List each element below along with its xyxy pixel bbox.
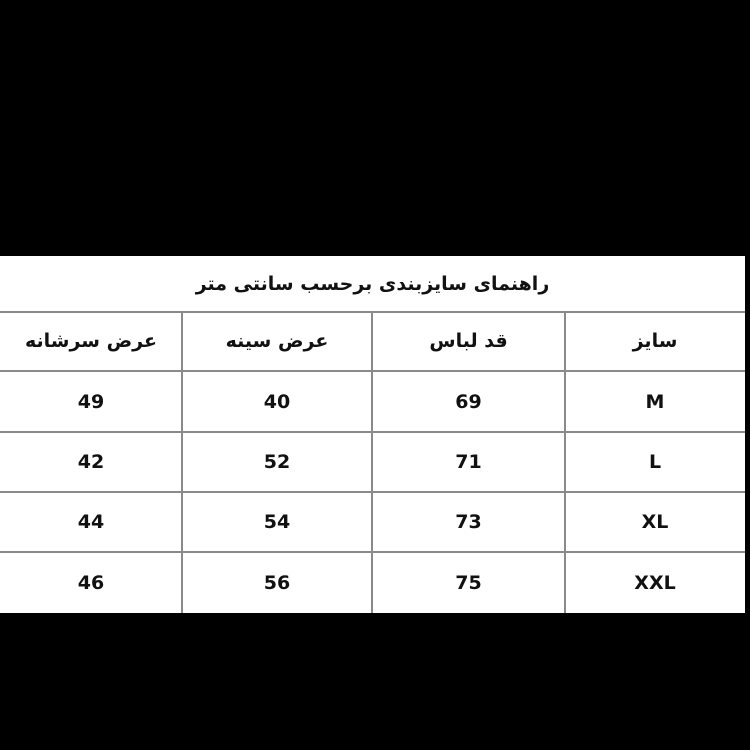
size-cell: XL [641, 511, 669, 533]
divider [564, 312, 566, 613]
measurement-cell: 71 [455, 451, 482, 473]
size-cell: XXL [634, 572, 676, 594]
measurement-cell: 42 [77, 451, 105, 473]
divider [371, 312, 373, 613]
column-header: عرض سینه [225, 330, 329, 352]
size-chart-table: راهنمای سایزبندی برحسب سانتی متر سایز قد … [0, 256, 745, 613]
measurement-cell: 40 [263, 391, 291, 413]
table-title: راهنمای سایزبندی برحسب سانتی متر [195, 273, 550, 295]
size-cell: M [645, 391, 665, 413]
measurement-cell: 56 [263, 572, 291, 594]
size-cell: L [648, 451, 662, 473]
column-header: سایز [632, 330, 678, 352]
measurement-cell: 54 [263, 511, 291, 533]
measurement-cell: 44 [77, 511, 105, 533]
column-header: عرض سرشانه [25, 330, 157, 352]
measurement-cell: 52 [263, 451, 291, 473]
measurement-cell: 49 [77, 391, 105, 413]
measurement-cell: 46 [77, 572, 105, 594]
measurement-cell: 69 [455, 391, 482, 413]
measurement-cell: 73 [455, 511, 482, 533]
divider [181, 312, 183, 613]
measurement-cell: 75 [455, 572, 482, 594]
column-header: قد لباس [429, 330, 508, 352]
